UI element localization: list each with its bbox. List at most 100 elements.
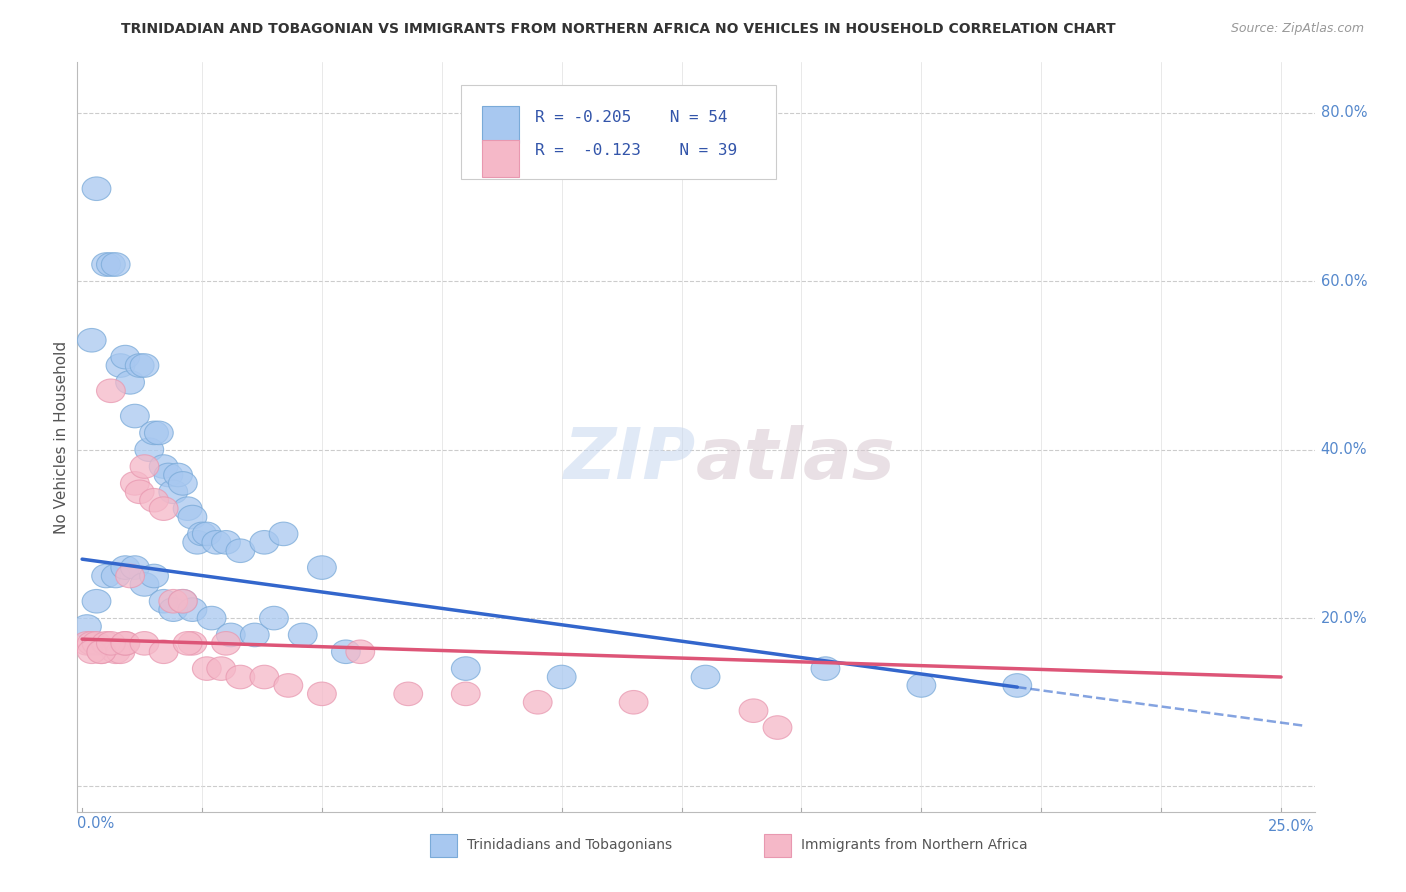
Text: 60.0%: 60.0% [1320,274,1367,289]
Ellipse shape [207,657,236,681]
Ellipse shape [523,690,553,714]
Ellipse shape [740,699,768,723]
Ellipse shape [169,472,197,495]
Ellipse shape [101,252,131,277]
Ellipse shape [907,673,936,698]
Text: R = -0.205    N = 54: R = -0.205 N = 54 [536,110,728,125]
Ellipse shape [1002,673,1032,698]
Ellipse shape [202,531,231,554]
Ellipse shape [87,640,115,664]
Ellipse shape [159,598,187,622]
Ellipse shape [250,665,278,689]
FancyBboxPatch shape [461,85,776,178]
Ellipse shape [131,573,159,596]
Ellipse shape [212,531,240,554]
Ellipse shape [121,472,149,495]
Ellipse shape [159,480,187,504]
Ellipse shape [91,565,121,588]
Ellipse shape [131,455,159,478]
Ellipse shape [135,438,163,461]
Ellipse shape [240,624,269,647]
Ellipse shape [173,497,202,520]
Ellipse shape [179,598,207,622]
Ellipse shape [226,665,254,689]
Ellipse shape [73,615,101,639]
Ellipse shape [547,665,576,689]
Ellipse shape [77,328,105,352]
Ellipse shape [226,539,254,563]
Ellipse shape [163,463,193,487]
Ellipse shape [451,682,481,706]
Ellipse shape [77,640,105,664]
Ellipse shape [82,632,111,655]
Ellipse shape [121,556,149,580]
Ellipse shape [105,640,135,664]
Ellipse shape [274,673,302,698]
Ellipse shape [111,632,139,655]
Text: Source: ZipAtlas.com: Source: ZipAtlas.com [1230,22,1364,36]
Ellipse shape [260,607,288,630]
Ellipse shape [308,682,336,706]
FancyBboxPatch shape [763,834,792,856]
Ellipse shape [187,522,217,546]
Ellipse shape [169,590,197,613]
Ellipse shape [169,590,197,613]
Ellipse shape [763,715,792,739]
Text: 0.0%: 0.0% [77,816,114,831]
Text: R =  -0.123    N = 39: R = -0.123 N = 39 [536,144,737,159]
Ellipse shape [149,497,179,520]
FancyBboxPatch shape [430,834,457,856]
Ellipse shape [811,657,839,681]
Text: 80.0%: 80.0% [1320,105,1367,120]
Ellipse shape [159,590,187,613]
Ellipse shape [394,682,423,706]
Ellipse shape [97,379,125,402]
Ellipse shape [115,370,145,394]
FancyBboxPatch shape [482,106,519,144]
Ellipse shape [179,505,207,529]
Ellipse shape [111,345,139,369]
Text: Immigrants from Northern Africa: Immigrants from Northern Africa [801,838,1028,853]
Ellipse shape [97,632,125,655]
Ellipse shape [217,624,245,647]
Ellipse shape [131,632,159,655]
Ellipse shape [139,489,169,512]
Y-axis label: No Vehicles in Household: No Vehicles in Household [53,341,69,533]
Ellipse shape [139,421,169,444]
Ellipse shape [155,463,183,487]
Ellipse shape [139,565,169,588]
Ellipse shape [82,177,111,201]
Text: ZIP: ZIP [564,425,696,494]
Ellipse shape [87,640,115,664]
Ellipse shape [145,421,173,444]
Ellipse shape [125,354,155,377]
Text: 25.0%: 25.0% [1268,819,1315,834]
Ellipse shape [250,531,278,554]
Text: 20.0%: 20.0% [1320,611,1368,625]
Ellipse shape [346,640,374,664]
Ellipse shape [101,565,131,588]
Ellipse shape [115,565,145,588]
Ellipse shape [91,252,121,277]
Ellipse shape [197,607,226,630]
Ellipse shape [451,657,481,681]
Ellipse shape [332,640,360,664]
Ellipse shape [105,354,135,377]
Ellipse shape [111,632,139,655]
Ellipse shape [308,556,336,580]
Ellipse shape [692,665,720,689]
Ellipse shape [77,632,105,655]
Ellipse shape [193,657,221,681]
Ellipse shape [131,354,159,377]
Ellipse shape [619,690,648,714]
FancyBboxPatch shape [482,140,519,178]
Text: Trinidadians and Tobagonians: Trinidadians and Tobagonians [467,838,672,853]
Ellipse shape [73,632,101,655]
Text: TRINIDADIAN AND TOBAGONIAN VS IMMIGRANTS FROM NORTHERN AFRICA NO VEHICLES IN HOU: TRINIDADIAN AND TOBAGONIAN VS IMMIGRANTS… [121,22,1116,37]
Ellipse shape [183,531,212,554]
Ellipse shape [149,640,179,664]
Ellipse shape [179,632,207,655]
Ellipse shape [149,455,179,478]
Ellipse shape [193,522,221,546]
Ellipse shape [212,632,240,655]
